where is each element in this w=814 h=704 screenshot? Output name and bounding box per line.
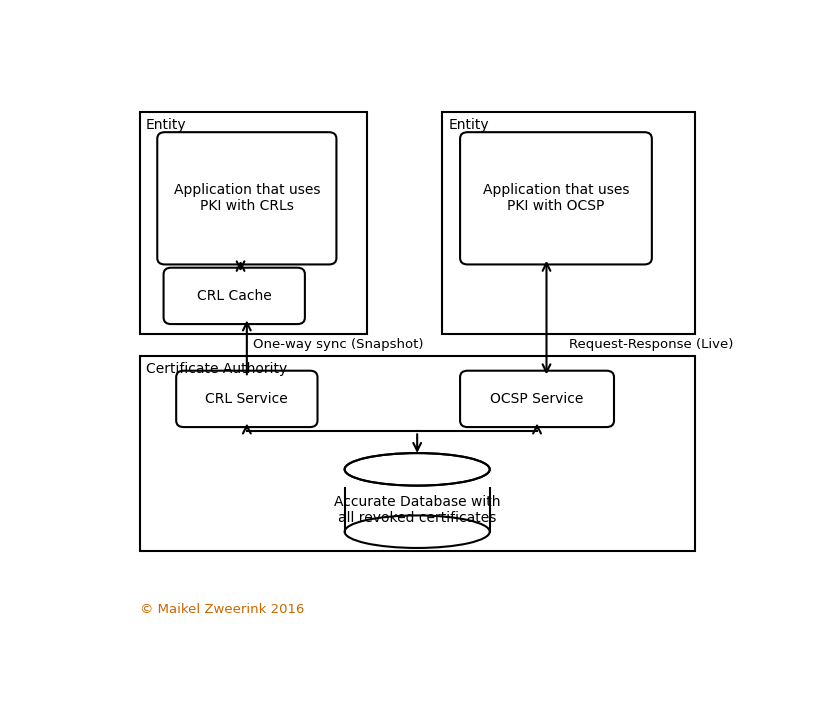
Bar — [140, 356, 694, 551]
Bar — [140, 112, 366, 334]
Bar — [443, 112, 695, 334]
Text: CRL Cache: CRL Cache — [197, 289, 272, 303]
Text: © Maikel Zweerink 2016: © Maikel Zweerink 2016 — [140, 603, 304, 616]
Text: One-way sync (Snapshot): One-way sync (Snapshot) — [253, 338, 423, 351]
FancyBboxPatch shape — [157, 132, 336, 265]
FancyBboxPatch shape — [460, 371, 614, 427]
Text: Request-Response (Live): Request-Response (Live) — [568, 338, 733, 351]
Text: CRL Service: CRL Service — [205, 392, 288, 406]
Ellipse shape — [344, 515, 490, 548]
Bar — [344, 470, 490, 532]
Text: Entity: Entity — [449, 118, 489, 132]
Text: Accurate Database with
all revoked certificates: Accurate Database with all revoked certi… — [334, 495, 501, 525]
Text: Entity: Entity — [146, 118, 186, 132]
FancyBboxPatch shape — [164, 268, 305, 324]
Text: OCSP Service: OCSP Service — [490, 392, 584, 406]
Ellipse shape — [344, 453, 490, 486]
FancyBboxPatch shape — [460, 132, 652, 265]
FancyBboxPatch shape — [176, 371, 317, 427]
Bar — [344, 468, 491, 486]
Text: Certificate Authority: Certificate Authority — [146, 362, 287, 376]
Text: Application that uses
PKI with OCSP: Application that uses PKI with OCSP — [483, 183, 629, 213]
Text: Application that uses
PKI with CRLs: Application that uses PKI with CRLs — [173, 183, 320, 213]
